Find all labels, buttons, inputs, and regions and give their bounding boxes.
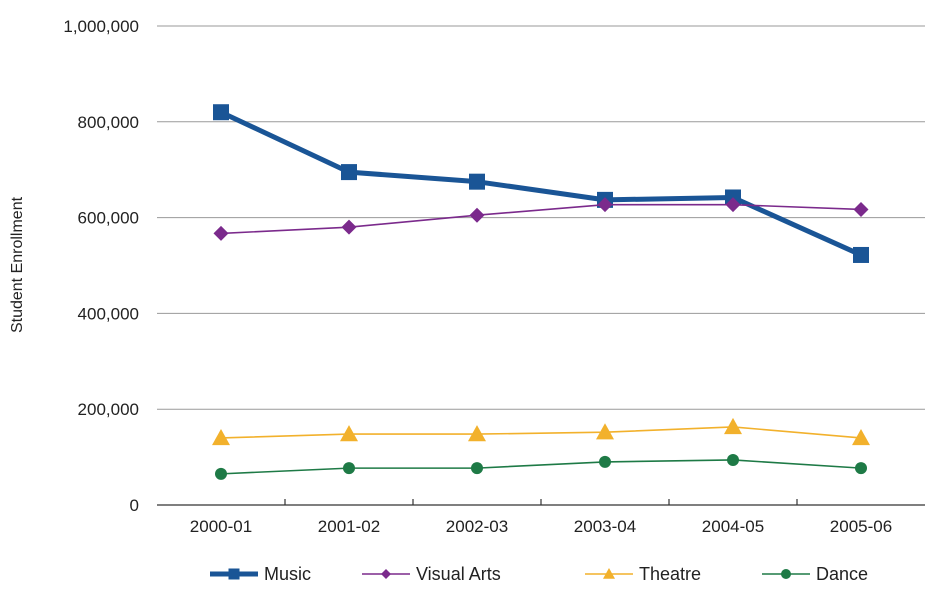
data-point-triangle	[724, 417, 742, 435]
y-tick-label: 400,000	[78, 304, 139, 323]
legend-item: Theatre	[585, 564, 701, 584]
data-point-diamond	[341, 219, 357, 235]
x-tick-label: 2005-06	[830, 517, 892, 536]
series-line	[220, 426, 862, 439]
x-tick-labels: 2000-01 2001-02 2002-03 2003-04 2004-05 2005-…	[190, 517, 892, 536]
series-line	[219, 109, 863, 258]
legend-label: Music	[264, 564, 311, 584]
y-tick-labels: 0 200,000 400,000 600,000 800,000 1,000,000	[63, 17, 139, 515]
data-point-square	[469, 173, 485, 190]
legend-marker-circle	[781, 569, 791, 579]
y-tick-label: 1,000,000	[63, 17, 139, 36]
legend: Music Visual Arts Theatre Dance	[210, 564, 868, 584]
data-point-triangle	[596, 423, 614, 440]
x-tick-label: 2001-02	[318, 517, 380, 536]
data-point-square	[853, 246, 869, 263]
data-point-circle	[343, 462, 355, 475]
legend-item: Visual Arts	[362, 564, 501, 584]
x-tick-label: 2002-03	[446, 517, 508, 536]
data-point-triangle	[212, 428, 230, 446]
data-point-triangle	[340, 425, 358, 442]
legend-label: Visual Arts	[416, 564, 501, 584]
series-dance	[215, 453, 867, 480]
legend-marker-square	[228, 568, 240, 580]
data-point-circle	[471, 462, 483, 475]
legend-item: Dance	[762, 564, 868, 584]
series-line	[220, 459, 862, 475]
data-point-circle	[215, 467, 227, 480]
data-point-triangle	[852, 428, 870, 446]
data-point-circle	[727, 453, 739, 466]
legend-item: Music	[210, 564, 311, 584]
x-tick-label: 2003-04	[574, 517, 636, 536]
axes	[157, 499, 925, 506]
legend-marker-triangle	[603, 568, 615, 579]
data-point-square	[213, 104, 229, 121]
legend-label: Theatre	[639, 564, 701, 584]
series-visual-arts	[213, 197, 869, 241]
data-point-diamond	[853, 201, 869, 217]
y-tick-label: 600,000	[78, 209, 139, 228]
data-point-circle	[599, 455, 611, 468]
data-point-diamond	[469, 207, 485, 223]
x-tick-label: 2004-05	[702, 517, 764, 536]
data-point-square	[341, 164, 357, 181]
y-tick-label: 200,000	[78, 400, 139, 419]
legend-marker-diamond	[381, 569, 391, 579]
data-point-diamond	[725, 197, 741, 213]
y-tick-label: 800,000	[78, 113, 139, 132]
series-lines	[212, 104, 870, 480]
data-point-diamond	[213, 225, 229, 241]
data-point-triangle	[468, 425, 486, 442]
y-axis-title: Student Enrollment	[9, 196, 26, 333]
legend-label: Dance	[816, 564, 868, 584]
x-tick-label: 2000-01	[190, 517, 252, 536]
series-music	[213, 104, 869, 263]
data-point-diamond	[597, 197, 613, 213]
gridlines	[157, 25, 925, 410]
series-line	[220, 203, 862, 235]
y-tick-label: 0	[130, 496, 139, 515]
series-theatre	[212, 417, 870, 446]
data-point-circle	[855, 462, 867, 475]
